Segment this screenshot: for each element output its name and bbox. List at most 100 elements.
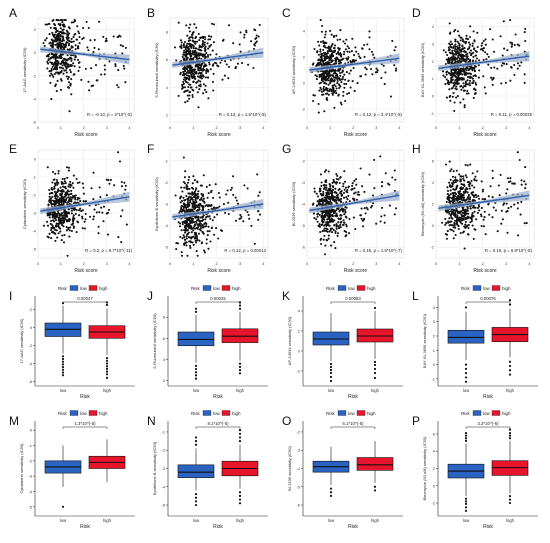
- data-point: [206, 196, 209, 199]
- data-point: [315, 78, 318, 81]
- data-point: [320, 193, 323, 196]
- data-point: [54, 184, 57, 187]
- data-point: [64, 191, 67, 194]
- data-point: [186, 209, 189, 212]
- y-tick-label: -2: [431, 501, 435, 506]
- data-point: [183, 176, 187, 179]
- data-point: [49, 81, 52, 84]
- data-point: [312, 99, 315, 103]
- data-point: [326, 189, 329, 192]
- legend-label-low: low: [483, 286, 491, 291]
- data-point: [329, 29, 332, 32]
- data-point: [67, 200, 70, 203]
- data-point: [361, 47, 364, 50]
- data-point: [454, 38, 457, 41]
- data-point: [67, 212, 71, 215]
- data-point: [62, 28, 65, 31]
- correlation-annotation: R = 0.13, p = 1.5*10^(-5): [219, 112, 267, 117]
- data-point: [320, 90, 323, 93]
- data-point: [354, 59, 357, 62]
- data-point: [318, 44, 321, 47]
- data-point: [491, 196, 494, 199]
- data-point: [459, 101, 462, 104]
- data-point: [323, 211, 326, 214]
- data-point: [203, 53, 206, 56]
- data-point: [212, 41, 215, 44]
- data-point: [185, 237, 188, 240]
- data-point: [491, 38, 494, 41]
- data-point: [343, 42, 347, 45]
- data-point: [326, 196, 329, 199]
- data-point: [221, 78, 224, 81]
- data-point: [255, 40, 258, 43]
- data-point: [184, 48, 187, 51]
- y-tick-label: 4: [432, 180, 435, 185]
- data-point: [59, 186, 62, 189]
- data-point: [483, 216, 486, 219]
- data-point: [202, 232, 205, 235]
- data-point: [444, 232, 447, 236]
- data-point: [322, 71, 325, 74]
- data-point: [476, 31, 479, 34]
- data-point: [59, 214, 62, 217]
- x-tick-label: low: [328, 518, 335, 523]
- data-point: [459, 60, 462, 63]
- outlier-point: [194, 307, 198, 310]
- data-point: [333, 210, 337, 213]
- data-point: [67, 166, 71, 169]
- data-point: [193, 76, 196, 79]
- data-point: [207, 225, 210, 228]
- data-point: [382, 64, 385, 67]
- data-point: [188, 97, 191, 100]
- data-point: [189, 201, 192, 204]
- data-point: [516, 43, 519, 46]
- data-point: [335, 227, 338, 230]
- data-point: [252, 47, 256, 50]
- data-point: [60, 239, 63, 242]
- data-point: [512, 182, 515, 185]
- data-point: [468, 58, 472, 62]
- data-point: [52, 75, 55, 78]
- data-point: [448, 60, 451, 63]
- x-tick-label: 4: [398, 125, 401, 130]
- data-point: [198, 202, 202, 205]
- data-point: [187, 74, 190, 77]
- data-point: [506, 49, 509, 52]
- data-point: [183, 236, 186, 239]
- data-point: [457, 74, 460, 77]
- x-tick-label: 0: [306, 261, 309, 266]
- outlier-point: [194, 500, 198, 503]
- data-point: [325, 53, 328, 56]
- data-point: [444, 223, 447, 226]
- data-point: [472, 30, 475, 33]
- data-point: [459, 187, 462, 190]
- data-point: [188, 45, 191, 48]
- data-point: [453, 179, 457, 182]
- data-point: [480, 180, 483, 183]
- data-point: [55, 35, 58, 38]
- data-point: [335, 177, 338, 181]
- data-point: [324, 33, 327, 36]
- data-point: [184, 51, 187, 54]
- data-point: [195, 26, 198, 29]
- data-point: [520, 179, 523, 182]
- data-point: [379, 155, 382, 158]
- data-point: [329, 57, 333, 60]
- data-point: [197, 106, 200, 109]
- data-point: [340, 207, 344, 210]
- data-point: [183, 66, 186, 69]
- data-point: [467, 226, 470, 230]
- data-point: [322, 187, 326, 191]
- panel-label: M: [9, 414, 19, 428]
- data-point: [335, 56, 338, 59]
- data-point: [478, 209, 481, 212]
- data-point: [232, 175, 235, 178]
- data-point: [465, 92, 468, 95]
- data-point: [226, 189, 229, 192]
- data-point: [465, 58, 468, 62]
- data-point: [458, 216, 461, 219]
- data-point: [54, 239, 57, 242]
- data-point: [451, 72, 454, 75]
